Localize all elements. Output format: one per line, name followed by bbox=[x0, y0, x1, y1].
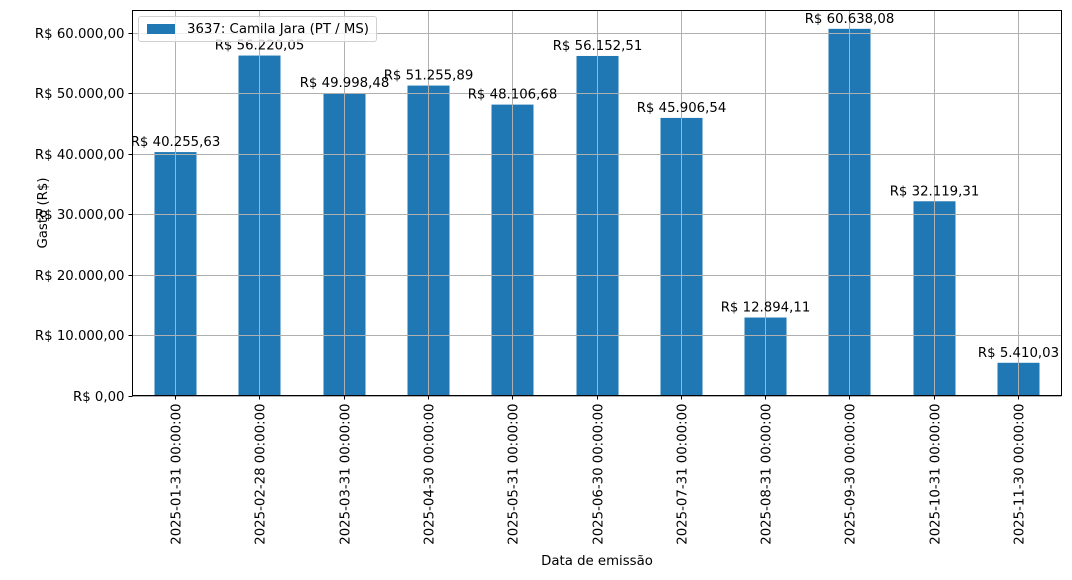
x-tick-label: 2025-01-31 00:00:00 bbox=[170, 404, 185, 545]
bar-value-label: R$ 32.119,31 bbox=[890, 184, 980, 199]
bar-value-label: R$ 51.255,89 bbox=[384, 69, 474, 84]
bar-value-label: R$ 60.638,08 bbox=[805, 12, 895, 27]
y-tick-label: R$ 20.000,00 bbox=[35, 269, 125, 284]
y-axis: R$ 0,00 R$ 10.000,00 R$ 20.000,00 R$ 30.000… bbox=[35, 27, 133, 405]
bar-value-label: R$ 12.894,11 bbox=[721, 301, 811, 316]
y-tick-label: R$ 60.000,00 bbox=[35, 27, 125, 42]
bar-value-label: R$ 40.255,63 bbox=[131, 135, 221, 150]
y-tick-label: R$ 10.000,00 bbox=[35, 329, 125, 344]
y-tick-label: R$ 40.000,00 bbox=[35, 148, 125, 163]
x-tick-label: 2025-07-31 00:00:00 bbox=[676, 404, 691, 545]
legend: 3637: Camila Jara (PT / MS) bbox=[138, 16, 377, 42]
bar-value-label: R$ 48.106,68 bbox=[468, 88, 558, 103]
x-tick-label: 2025-05-31 00:00:00 bbox=[507, 404, 522, 545]
x-axis: 2025-01-31 00:00:00 2025-02-28 00:00:00 20… bbox=[170, 395, 1028, 545]
x-tick-label: 2025-02-28 00:00:00 bbox=[254, 404, 269, 545]
x-tick-label: 2025-09-30 00:00:00 bbox=[844, 404, 859, 545]
x-tick-label: 2025-08-31 00:00:00 bbox=[760, 404, 775, 545]
x-tick-label: 2025-10-31 00:00:00 bbox=[929, 404, 944, 545]
legend-swatch bbox=[147, 24, 175, 34]
x-axis-title: Data de emissão bbox=[541, 554, 653, 569]
y-tick-label: R$ 30.000,00 bbox=[35, 208, 125, 223]
x-tick-label: 2025-03-31 00:00:00 bbox=[339, 404, 354, 545]
x-tick-label: 2025-11-30 00:00:00 bbox=[1013, 404, 1028, 545]
legend-label: 3637: Camila Jara (PT / MS) bbox=[187, 21, 369, 37]
bar-value-label: R$ 45.906,54 bbox=[637, 101, 727, 116]
y-tick-label: R$ 50.000,00 bbox=[35, 87, 125, 102]
x-tick-label: 2025-04-30 00:00:00 bbox=[423, 404, 438, 545]
y-tick-label: R$ 0,00 bbox=[73, 390, 125, 405]
bar-value-label: R$ 5.410,03 bbox=[978, 346, 1059, 361]
bar-value-label: R$ 56.220,05 bbox=[215, 39, 305, 54]
bar-value-label: R$ 56.152,51 bbox=[553, 39, 643, 54]
bar-value-labels: R$ 40.255,63R$ 56.220,05R$ 49.998,48R$ 5… bbox=[131, 12, 1059, 396]
x-tick-label: 2025-06-30 00:00:00 bbox=[592, 404, 607, 545]
bar-value-label: R$ 49.998,48 bbox=[300, 76, 390, 91]
y-axis-title: Gasto (R$) bbox=[36, 177, 52, 249]
